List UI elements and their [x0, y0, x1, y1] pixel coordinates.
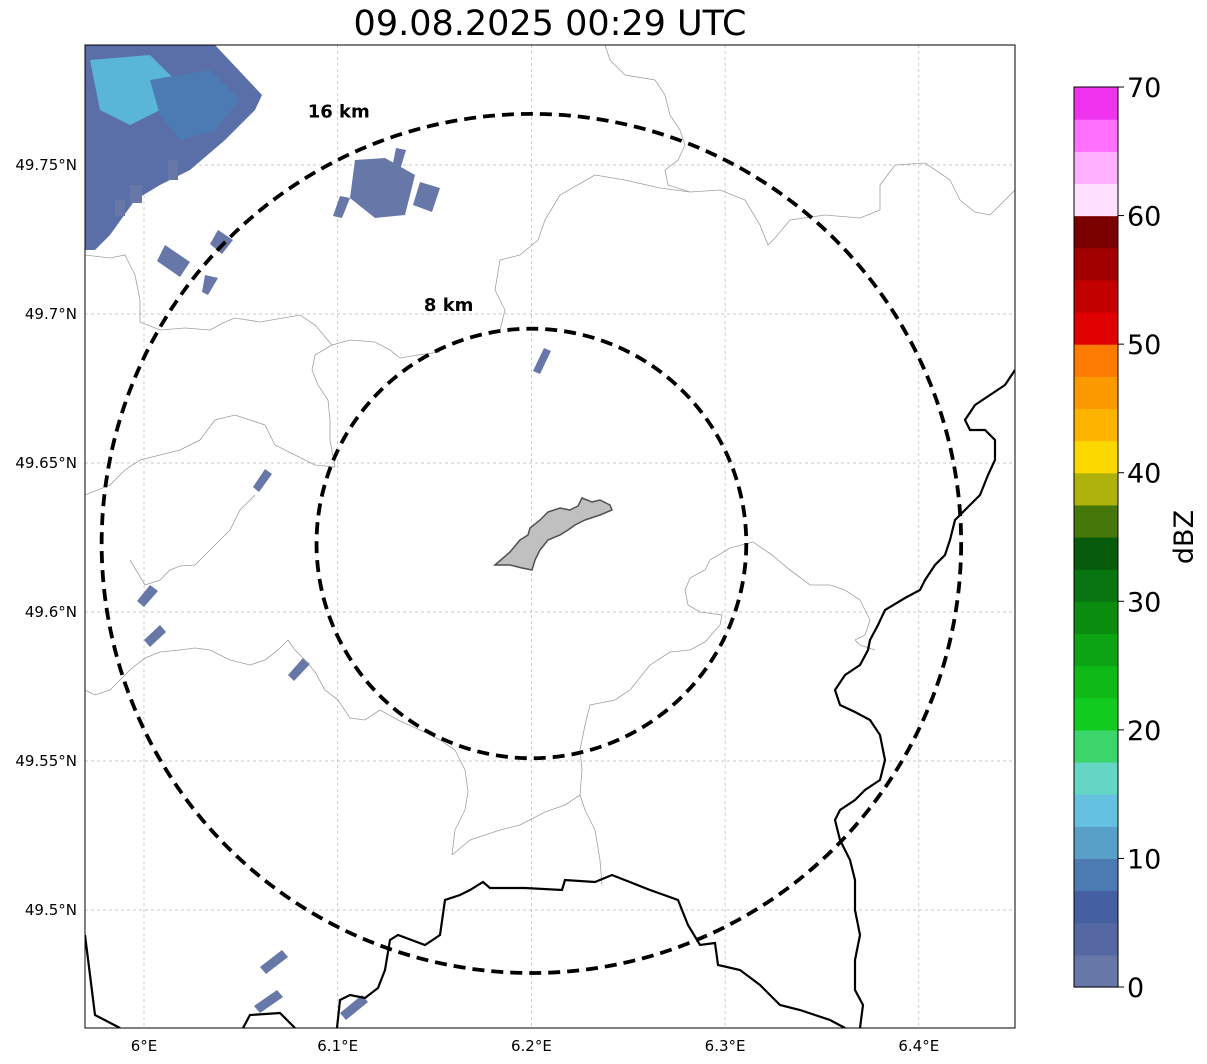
colorbar-segment [1074, 279, 1118, 313]
colorbar-segment [1074, 215, 1118, 249]
colorbar-segment [1074, 119, 1118, 152]
lon-tick-label: 6.2°E [511, 1037, 552, 1055]
colorbar-segment [1074, 344, 1118, 377]
colorbar-tick-label: 60 [1127, 202, 1161, 233]
colorbar-segment [1074, 665, 1118, 699]
precip-cluster-northwest-light [90, 55, 175, 125]
range-ring-label: 16 km [308, 101, 370, 122]
city-area-shape [492, 497, 613, 571]
colorbar-segment [1074, 537, 1118, 570]
colorbar-tick-label: 0 [1127, 973, 1144, 1004]
colorbar-tick-label: 70 [1127, 73, 1161, 104]
precip-cluster-northwest-mid [150, 70, 240, 140]
colorbar-segment [1074, 151, 1118, 185]
precip-streak-7 [144, 625, 166, 647]
precip-streak-1 [202, 275, 218, 295]
colorbar-tick-label: 20 [1127, 716, 1161, 747]
colorbar-segment [1074, 762, 1118, 795]
range-ring [314, 326, 749, 761]
precip-streak-5 [253, 469, 272, 492]
map-frame [84, 44, 1016, 1029]
colorbar-segment [1074, 504, 1118, 538]
precip-pixel-2 [168, 160, 178, 180]
range-rings: 8 km 16 km [99, 101, 964, 975]
lat-tick-label: 49.6°N [25, 603, 77, 621]
precip-streak-9 [260, 950, 288, 974]
lat-tick-label: 49.75°N [15, 156, 77, 174]
colorbar-segment [1074, 87, 1118, 120]
range-ring-label: 8 km [424, 295, 474, 316]
colorbar-segment [1074, 890, 1118, 924]
precip-cell-northwest-a [157, 245, 190, 277]
precip-streak-10 [254, 990, 283, 1013]
precip-streak-2 [392, 148, 406, 170]
commune-boundaries [85, 45, 1015, 886]
colorbar-segment [1074, 183, 1118, 217]
colorbar-segment [1074, 633, 1118, 667]
lat-tick-label: 49.5°N [25, 901, 77, 919]
longitude-axis: 6°E 6.1°E 6.2°E 6.3°E 6.4°E [131, 1037, 939, 1055]
precipitation-echoes [85, 45, 551, 1020]
colorbar-segment [1074, 569, 1118, 602]
colorbar: 0 10 20 30 40 50 60 70 dBZ [1073, 73, 1200, 1004]
colorbar-segment [1074, 729, 1118, 763]
national-border [85, 369, 1015, 1028]
precip-cell-north-small [413, 182, 440, 212]
lon-tick-label: 6°E [131, 1037, 158, 1055]
colorbar-tick-label: 30 [1127, 587, 1161, 618]
precip-streak-6 [137, 585, 158, 607]
precip-streak-8 [288, 658, 310, 681]
colorbar-tick-label: 50 [1127, 330, 1161, 361]
colorbar-segment [1074, 794, 1118, 827]
precip-pixel-3 [115, 200, 125, 216]
latitude-axis: 49.5°N 49.55°N 49.6°N 49.65°N 49.7°N 49.75°N [15, 156, 77, 919]
colorbar-frame [1073, 86, 1119, 988]
map-title: 09.08.2025 00:29 UTC [353, 4, 747, 44]
colorbar-segment [1074, 376, 1118, 410]
lon-tick-label: 6.3°E [705, 1037, 746, 1055]
precip-cell-north [350, 158, 415, 218]
precip-streak-11 [340, 995, 368, 1020]
colorbar-segment [1074, 858, 1118, 892]
colorbar-segment [1074, 247, 1118, 281]
colorbar-segment [1074, 312, 1118, 345]
colorbar-label: dBZ [1169, 510, 1200, 564]
lat-tick-label: 49.7°N [25, 305, 77, 323]
colorbar-segment [1074, 472, 1118, 506]
precip-pixel-1 [130, 185, 142, 203]
lat-tick-label: 49.55°N [15, 752, 77, 770]
precip-streak-3 [333, 196, 350, 218]
lon-tick-label: 6.1°E [317, 1037, 358, 1055]
range-ring [99, 112, 964, 975]
lon-tick-label: 6.4°E [898, 1037, 939, 1055]
colorbar-segment [1074, 954, 1118, 988]
colorbar-tick-label: 40 [1127, 459, 1161, 490]
colorbar-segment [1074, 440, 1118, 474]
colorbar-segment [1074, 601, 1118, 635]
map-gridlines [85, 45, 1015, 1028]
colorbar-tick-label: 10 [1127, 844, 1161, 875]
precip-cell-northwest-b [210, 230, 233, 254]
colorbar-segment [1074, 697, 1118, 731]
lat-tick-label: 49.65°N [15, 454, 77, 472]
colorbar-segment [1074, 826, 1118, 860]
precip-streak-4 [533, 348, 551, 374]
colorbar-segment [1074, 408, 1118, 442]
colorbar-segment [1074, 922, 1118, 956]
